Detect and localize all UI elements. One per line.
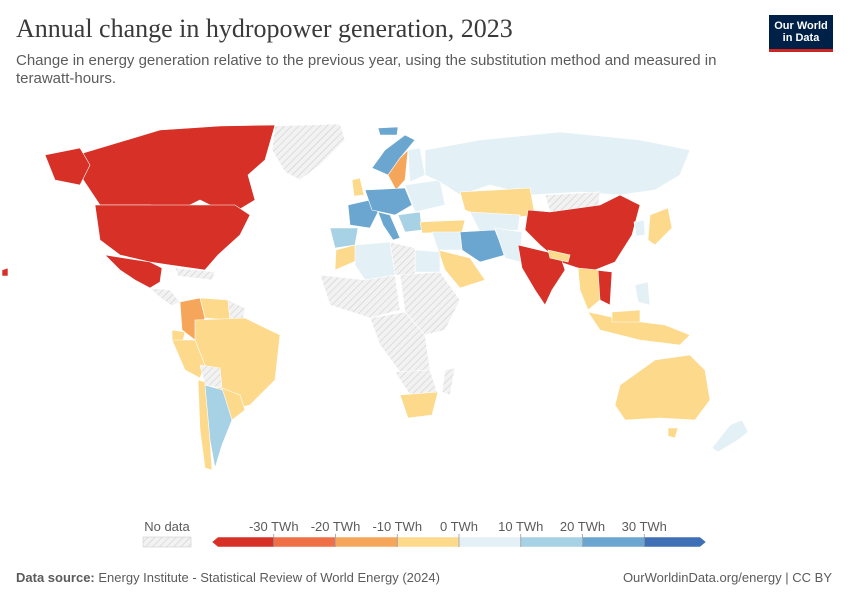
region-caribbean[interactable] — [174, 267, 216, 281]
region-west-africa[interactable] — [319, 274, 401, 319]
region-middle-east[interactable] — [431, 231, 463, 251]
country-algeria[interactable] — [354, 241, 396, 281]
region-central-america[interactable] — [149, 287, 181, 307]
legend-bin[interactable] — [644, 536, 707, 548]
footer-url[interactable]: OurWorldinData.org/energy | CC BY — [622, 570, 832, 585]
legend-tick-labels: -30 TWh -20 TWh -10 TWh 0 TWh 10 TWh 20 TWh 30… — [249, 519, 667, 547]
legend-tick-label: -10 TWh — [372, 519, 422, 534]
region-balkans[interactable] — [397, 211, 423, 233]
region-southeast-asia[interactable] — [577, 267, 601, 311]
country-finland[interactable] — [407, 147, 426, 183]
country-malaysia[interactable] — [611, 309, 641, 323]
country-venezuela[interactable] — [199, 297, 231, 321]
legend: No data -30 TWh -20 TWh -10 TWh 0 TWh 10 TWh… — [142, 519, 707, 548]
country-south-africa[interactable] — [399, 391, 439, 419]
region-nepal[interactable] — [547, 249, 571, 263]
legend-bin[interactable] — [273, 536, 336, 548]
region-paraguay-uruguay[interactable] — [221, 387, 246, 421]
legend-no-data-swatch — [142, 536, 192, 548]
country-mexico[interactable] — [104, 254, 163, 289]
logo-line-1: Our World — [774, 20, 828, 32]
region-central-asia[interactable] — [469, 211, 521, 233]
country-canada[interactable] — [59, 124, 276, 216]
country-philippines[interactable] — [634, 281, 651, 306]
country-pakistan[interactable] — [494, 227, 523, 263]
owid-logo[interactable]: Our World in Data — [769, 15, 833, 52]
legend-bin[interactable] — [582, 536, 645, 548]
country-iceland[interactable] — [377, 126, 399, 136]
country-madagascar[interactable] — [441, 367, 456, 396]
chart-title: Annual change in hydropower generation, … — [16, 14, 513, 43]
legend-bin[interactable] — [458, 536, 521, 548]
chart-subtitle: Change in energy generation relative to … — [16, 52, 717, 87]
country-france[interactable] — [347, 199, 379, 229]
logo-line-2: in Data — [782, 32, 820, 44]
legend-bin[interactable] — [397, 536, 460, 548]
country-chile[interactable] — [197, 379, 213, 471]
legend-tick-label: 10 TWh — [498, 519, 543, 534]
country-united-states[interactable] — [94, 204, 251, 271]
legend-tick-label: 30 TWh — [622, 519, 667, 534]
country-hawaii[interactable] — [1, 267, 9, 277]
country-italy[interactable] — [377, 211, 401, 241]
legend-tick-label: -20 TWh — [311, 519, 361, 534]
legend-color-bins — [211, 536, 707, 548]
country-russia[interactable] — [424, 131, 691, 196]
country-united-kingdom[interactable] — [351, 177, 365, 197]
legend-tick-label: -30 TWh — [249, 519, 299, 534]
source-text: Energy Institute - Statistical Review of… — [98, 570, 440, 585]
country-alaska[interactable] — [44, 147, 91, 186]
country-turkey[interactable] — [419, 219, 466, 234]
legend-bin[interactable] — [211, 536, 274, 548]
legend-bin[interactable] — [335, 536, 398, 548]
country-new-zealand[interactable] — [711, 419, 749, 453]
country-morocco[interactable] — [334, 244, 359, 271]
country-saudi-arabia[interactable] — [437, 249, 486, 289]
footer-source: Data source: Energy Institute - Statisti… — [16, 570, 440, 585]
region-southern-africa[interactable] — [394, 369, 439, 396]
country-australia[interactable] — [614, 354, 711, 421]
country-japan[interactable] — [647, 207, 673, 246]
country-sweden[interactable] — [387, 149, 409, 191]
country-south-korea[interactable] — [633, 219, 646, 237]
world-map — [1, 123, 749, 471]
legend-no-data-label: No data — [144, 519, 190, 534]
country-egypt[interactable] — [414, 249, 441, 273]
country-tasmania[interactable] — [667, 427, 679, 439]
country-spain[interactable] — [329, 227, 359, 249]
country-greenland[interactable] — [271, 123, 346, 181]
legend-bin[interactable] — [520, 536, 583, 548]
legend-tick-label: 0 TWh — [440, 519, 478, 534]
region-eastern-europe[interactable] — [404, 179, 446, 213]
source-label: Data source: — [16, 570, 95, 585]
region-central-europe[interactable] — [364, 187, 413, 216]
legend-tick-label: 20 TWh — [560, 519, 605, 534]
